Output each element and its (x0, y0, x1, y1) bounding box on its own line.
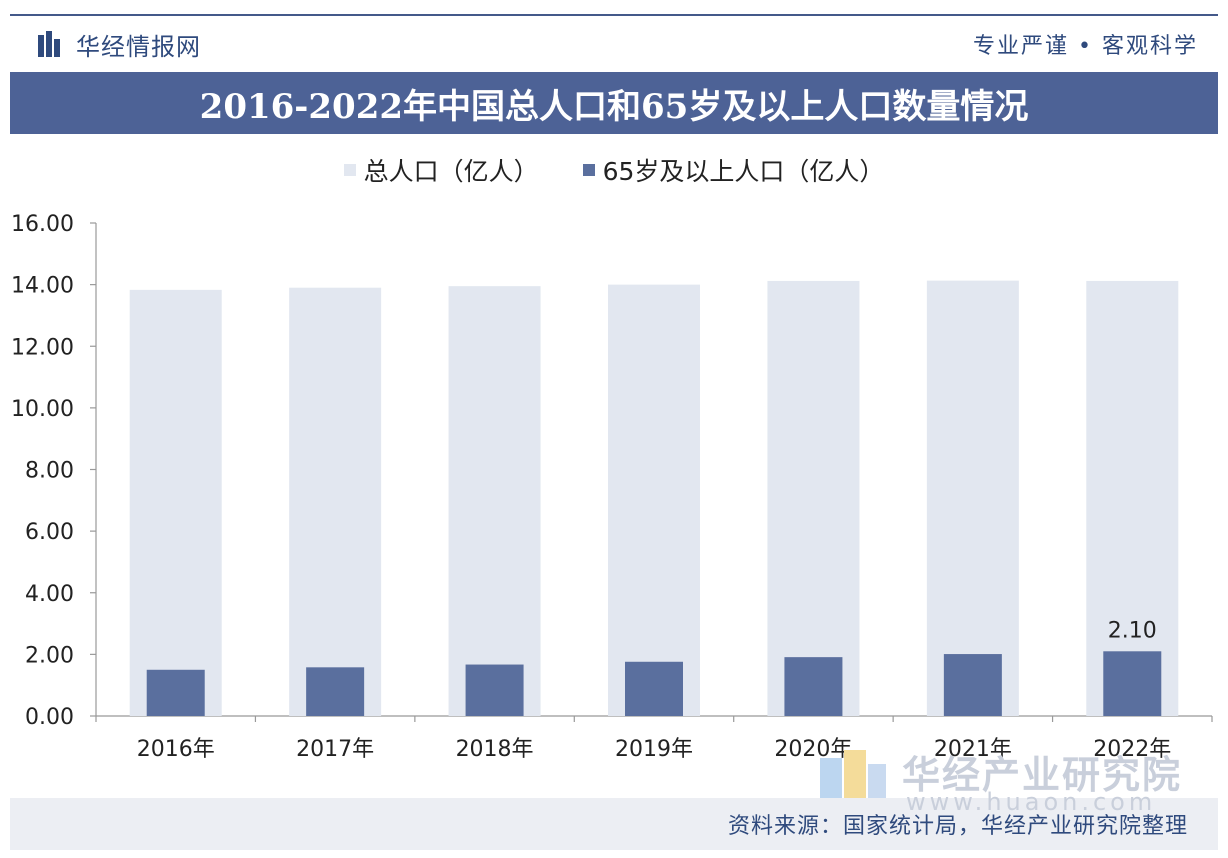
watermark-logo-icon (820, 748, 890, 808)
brand: 华经情报网 (10, 27, 201, 62)
bar-total (926, 280, 1019, 716)
bar-total (1086, 280, 1179, 716)
y-tick-label: 10.00 (11, 397, 74, 422)
title-bar: 2016-2022年中国总人口和65岁及以上人口数量情况 (10, 72, 1218, 134)
legend-item-total: 总人口（亿人） (343, 152, 539, 188)
source-note: 资料来源：国家统计局，华经产业研究院整理 (727, 814, 1188, 839)
y-tick-label: 6.00 (25, 520, 74, 545)
brand-name: 华经情报网 (76, 32, 201, 61)
bar-total (448, 286, 541, 716)
bar-elderly (943, 654, 1002, 716)
legend-label-total: 总人口（亿人） (363, 157, 539, 186)
bar-elderly (465, 664, 524, 716)
y-tick-label: 2.00 (25, 643, 74, 668)
bar-total (289, 287, 382, 716)
x-tick-label: 2020年 (774, 737, 852, 762)
slogan: 专业严谨 • 客观科学 (973, 34, 1198, 59)
x-tick-label: 2016年 (137, 737, 215, 762)
bar-total (129, 289, 222, 716)
legend-swatch-total (343, 164, 356, 176)
header: 华经情报网 专业严谨 • 客观科学 (10, 18, 1218, 70)
data-label: 2.10 (1108, 618, 1157, 643)
legend-label-elderly: 65岁及以上人口（亿人） (602, 157, 885, 186)
x-tick-label: 2021年 (934, 737, 1012, 762)
bar-elderly (1103, 651, 1162, 716)
y-tick-label: 14.00 (11, 274, 74, 299)
x-tick-label: 2022年 (1093, 737, 1171, 762)
legend: 总人口（亿人） 65岁及以上人口（亿人） (0, 152, 1228, 188)
x-tick-label: 2018年 (456, 737, 534, 762)
watermark-url: www.huaon.com (906, 788, 1157, 816)
y-tick-label: 16.00 (11, 212, 74, 237)
watermark-name: 华经产业研究院 (902, 753, 1183, 797)
bar-elderly (306, 667, 365, 716)
source-bar: 资料来源：国家统计局，华经产业研究院整理 (10, 798, 1218, 850)
legend-swatch-elderly (582, 164, 595, 176)
brand-logo-icon (38, 31, 66, 57)
bar-elderly (146, 669, 205, 716)
y-tick-label: 0.00 (25, 705, 74, 730)
chart-title: 2016-2022年中国总人口和65岁及以上人口数量情况 (199, 86, 1029, 127)
y-tick-label: 8.00 (25, 459, 74, 484)
bar-total (608, 284, 700, 716)
bar-elderly (784, 657, 843, 716)
top-divider (10, 14, 1218, 16)
legend-item-elderly: 65岁及以上人口（亿人） (582, 152, 885, 188)
x-tick-label: 2017年 (296, 737, 374, 762)
x-tick-label: 2019年 (615, 737, 693, 762)
y-tick-label: 4.00 (25, 582, 74, 607)
y-tick-label: 12.00 (11, 335, 74, 360)
bar-total (767, 280, 860, 716)
bar-elderly (625, 661, 683, 716)
